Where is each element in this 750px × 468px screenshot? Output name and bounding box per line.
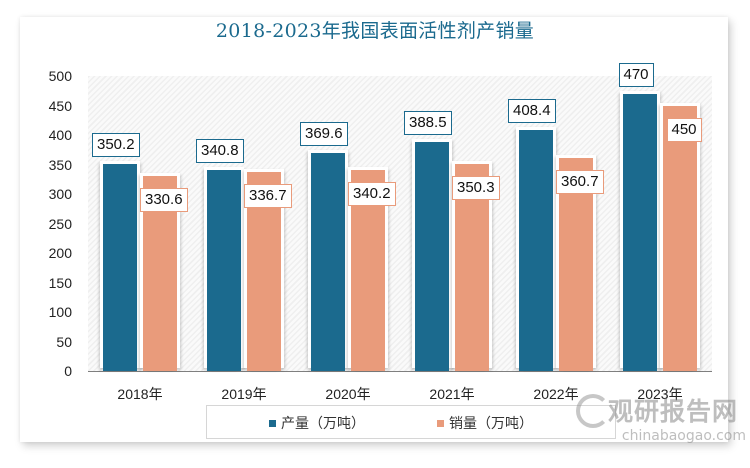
watermark: 观研报告网 chinabaogao.com <box>576 390 746 460</box>
data-label-sales: 350.3 <box>452 176 500 201</box>
x-tick-label: 2023年 <box>637 386 683 402</box>
bar-production <box>519 130 553 371</box>
y-tick-label: 50 <box>56 333 72 350</box>
chart-title: 2018-2023年我国表面活性剂产销量 <box>215 20 535 42</box>
y-tick-label: 500 <box>48 68 72 84</box>
bar-sales <box>663 105 697 371</box>
data-label-sales: 360.7 <box>556 170 604 195</box>
x-tick-label: 2020年 <box>325 386 371 402</box>
y-tick-label: 450 <box>48 97 72 114</box>
data-label-sales: 336.7 <box>244 184 292 209</box>
bar-production <box>207 169 241 371</box>
y-tick-label: 350 <box>48 156 72 173</box>
data-label-production: 340.8 <box>196 138 244 163</box>
bar-production <box>311 152 345 371</box>
legend-label-sales: 销量（万吨） <box>449 415 533 431</box>
y-tick-label: 250 <box>48 215 72 232</box>
legend-swatch-sales <box>437 419 444 427</box>
legend-item-production: 产量（万吨） <box>269 413 365 433</box>
legend-item-sales: 销量（万吨） <box>437 413 533 433</box>
bar-production <box>415 141 449 371</box>
y-tick-label: 400 <box>48 127 72 143</box>
data-label-sales: 340.2 <box>348 182 396 207</box>
y-tick-label: 0 <box>64 363 72 379</box>
x-tick-label: 2019年 <box>221 386 267 402</box>
data-label-sales: 330.6 <box>140 187 188 212</box>
legend-label-production: 产量（万吨） <box>281 415 365 431</box>
data-label-production: 369.6 <box>300 121 348 146</box>
plot-area <box>88 76 712 371</box>
x-tick-label: 2022年 <box>533 386 579 402</box>
y-tick-label: 150 <box>48 274 72 291</box>
y-tick-label: 300 <box>48 186 72 202</box>
watermark-en: chinabaogao.com <box>621 428 746 444</box>
legend: 产量（万吨） 销量（万吨） <box>206 405 616 439</box>
data-label-production: 470 <box>618 62 654 87</box>
data-label-production: 388.5 <box>404 110 452 135</box>
watermark-logo-icon <box>576 394 610 428</box>
data-label-production: 408.4 <box>508 99 556 124</box>
watermark-cn: 观研报告网 <box>608 397 739 426</box>
y-tick-label: 100 <box>48 304 72 320</box>
x-tick-label: 2021年 <box>429 386 475 402</box>
x-tick-label: 2018年 <box>117 386 163 402</box>
data-label-production: 350.2 <box>92 133 140 158</box>
y-tick-label: 200 <box>48 245 72 261</box>
data-label-sales: 450 <box>666 117 702 142</box>
bar-production <box>623 93 657 371</box>
bar-production <box>103 164 137 371</box>
legend-swatch-production <box>269 419 276 427</box>
x-axis-line <box>88 371 712 372</box>
